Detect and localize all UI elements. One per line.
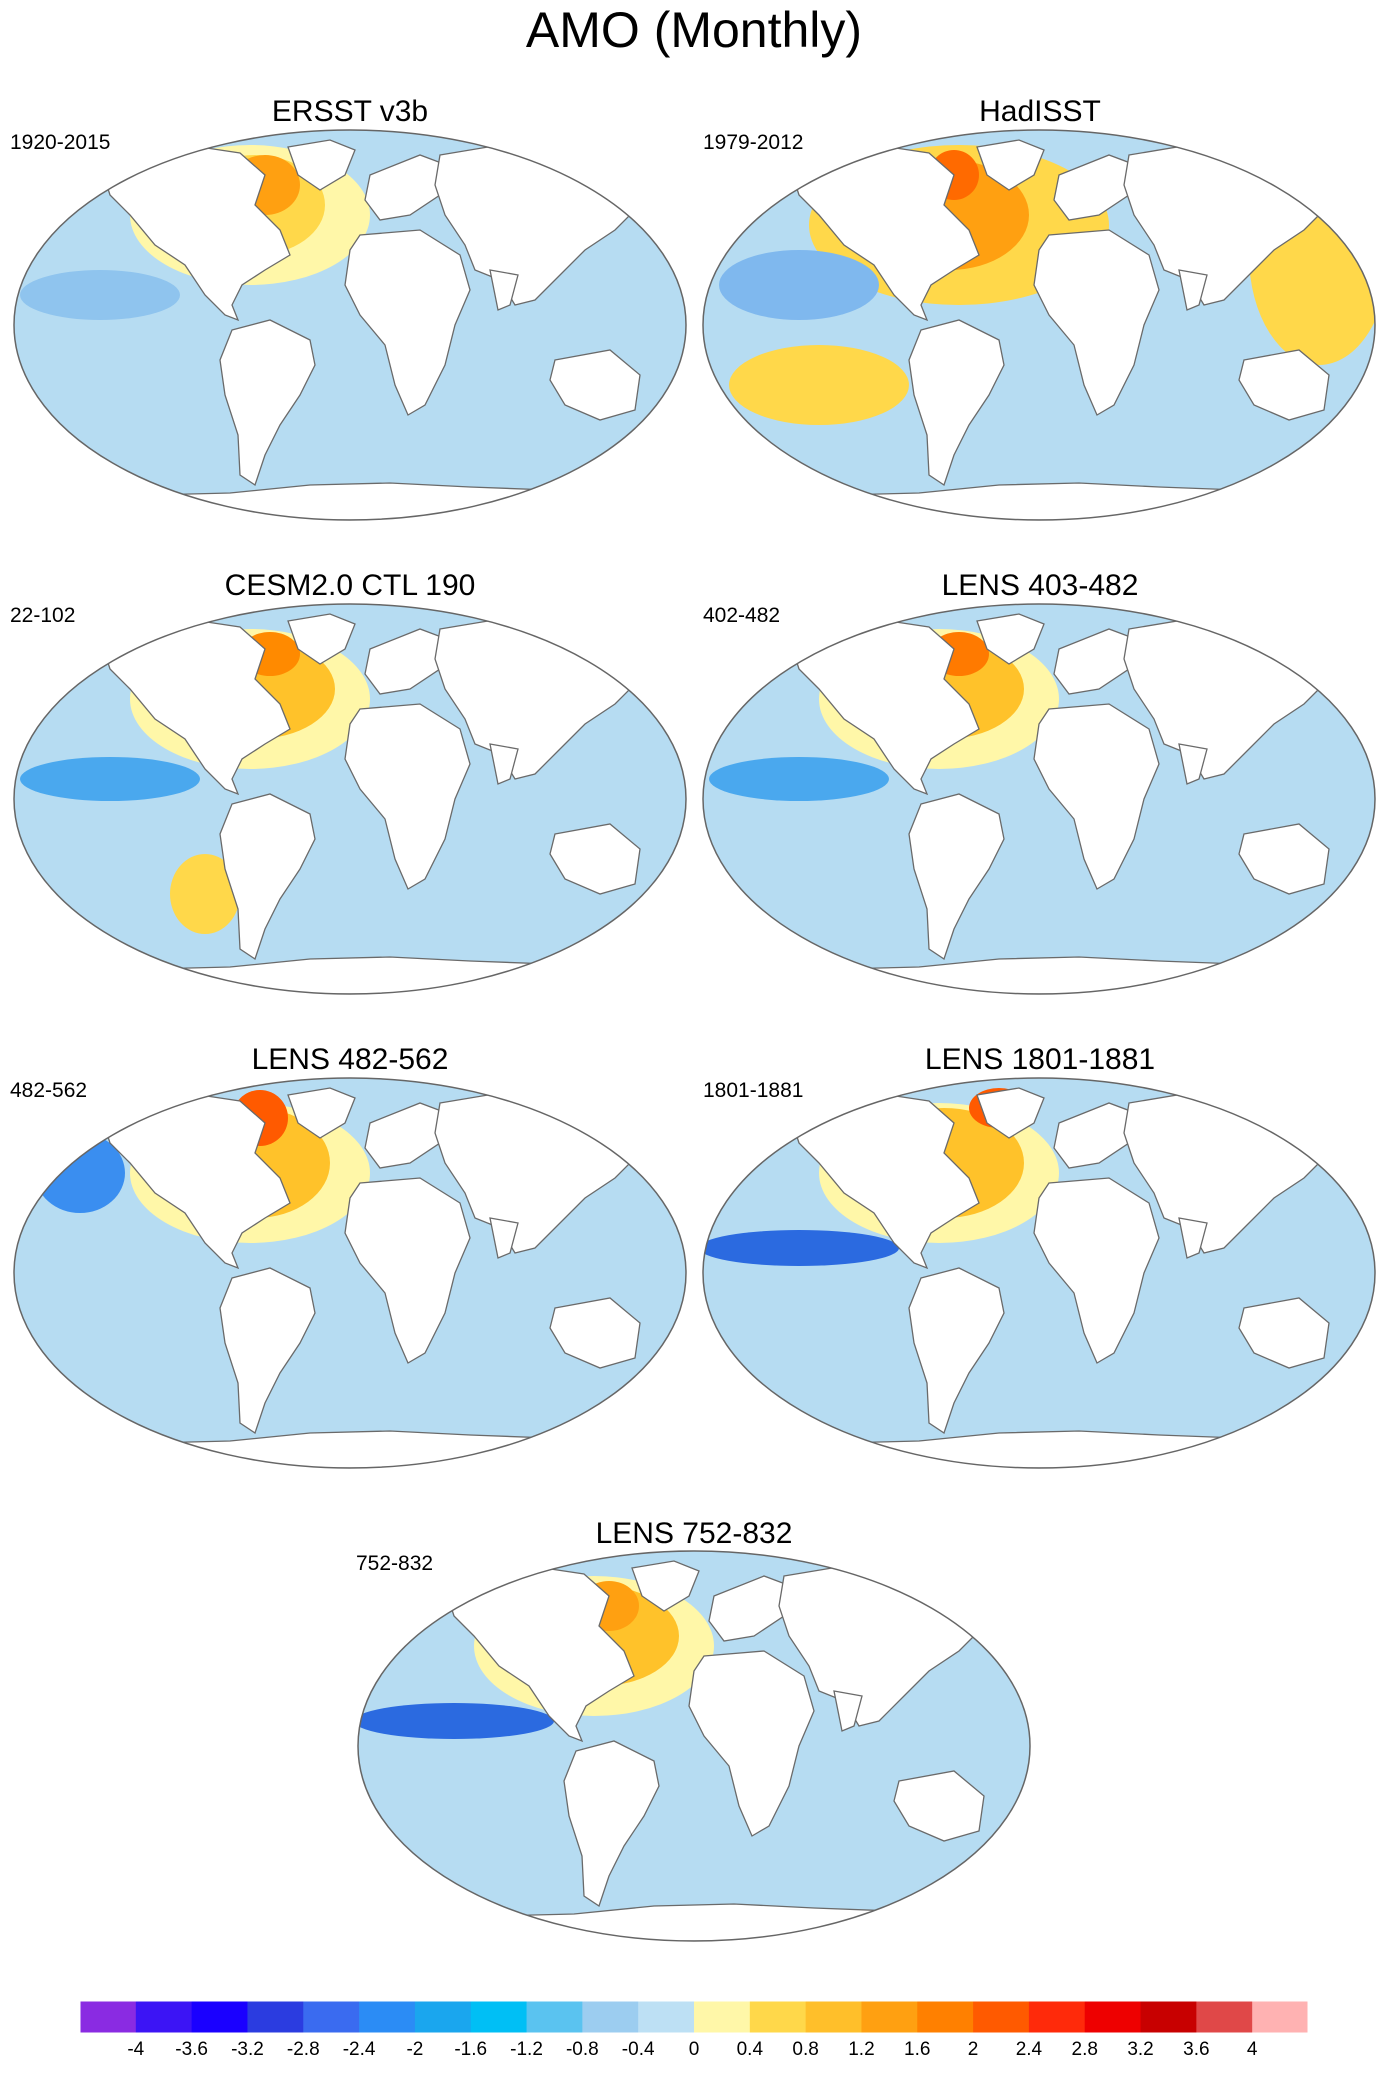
colorbar-box: [191, 2001, 248, 2033]
colorbar-tick-label: -1.6: [454, 2039, 488, 2060]
colorbar-frame: [79, 2000, 1309, 2034]
colorbar-box: [1084, 2001, 1142, 2033]
panel-period-lens752: 752-832: [356, 1552, 434, 1575]
colorbar-boxes: [79, 2000, 1309, 2034]
panel-period-lens482: 482-562: [10, 1079, 88, 1102]
colorbar-box: [247, 2001, 304, 2033]
colorbar-tick-label: -4: [127, 2039, 145, 2060]
panel-title-lens403: LENS 403-482: [941, 569, 1139, 602]
colorbar-tick-label: -0.8: [565, 2039, 599, 2060]
map-outline: [13, 603, 687, 995]
map-outline: [702, 129, 1376, 521]
anomaly-region: [170, 854, 240, 934]
colorbar-tick-label: 0.8: [792, 2039, 819, 2060]
colorbar-tick-label: -2: [406, 2039, 424, 2060]
panel-title-lens1801: LENS 1801-1881: [924, 1043, 1156, 1076]
map-panel-cesm2: [13, 603, 687, 995]
map-outline: [13, 129, 687, 521]
colorbar-box: [1252, 2001, 1309, 2033]
colorbar-box: [917, 2001, 974, 2033]
colorbar-tick-label: -3.2: [231, 2039, 264, 2060]
colorbar-box: [1196, 2001, 1253, 2033]
panel-period-lens1801: 1801-1881: [703, 1079, 804, 1102]
colorbar-tick-label: 2.4: [1015, 2039, 1043, 2060]
anomaly-region: [358, 1703, 554, 1739]
panel-period-lens403: 402-482: [703, 604, 781, 627]
colorbar-tick-label: 3.6: [1183, 2039, 1210, 2060]
colorbar-tick-label: 1.6: [904, 2039, 931, 2060]
figure-title: AMO (Monthly): [525, 2, 863, 58]
map-outline: [13, 1077, 687, 1469]
maps-root: [13, 129, 1376, 1942]
colorbar-tick-label: 0: [688, 2039, 700, 2060]
colorbar-box: [526, 2001, 583, 2033]
anomaly-region: [20, 270, 180, 320]
panel-title-lens482: LENS 482-562: [251, 1043, 449, 1076]
colorbar-tick-label: -2.8: [286, 2039, 320, 2060]
colorbar-box: [414, 2001, 472, 2033]
anomaly-region: [729, 345, 909, 425]
colorbar-box: [470, 2001, 528, 2033]
anomaly-region: [20, 757, 200, 801]
colorbar-box: [303, 2001, 360, 2033]
panel-title-ersst: ERSST v3b: [271, 95, 429, 128]
map-panel-lens403: [702, 603, 1376, 995]
map-outline: [702, 1077, 1376, 1469]
panel-period-cesm2: 22-102: [10, 604, 76, 627]
map-panel-hadisst: [702, 129, 1376, 521]
map-panel-lens482: [13, 1077, 687, 1469]
colorbar-box: [1140, 2001, 1197, 2033]
anomaly-region: [703, 1230, 899, 1266]
anomaly-region: [719, 250, 879, 320]
colorbar-box: [749, 2001, 807, 2033]
colorbar-box: [80, 2001, 137, 2033]
colorbar-box: [582, 2001, 639, 2033]
panel-title-hadisst: HadISST: [979, 95, 1101, 128]
map-panel-lens1801: [702, 1077, 1376, 1469]
colorbar-box: [1028, 2001, 1086, 2033]
colorbar-tick-label: 4: [1246, 2039, 1258, 2060]
colorbar-tick-label: -2.4: [342, 2039, 376, 2060]
colorbar-box: [694, 2001, 751, 2033]
colorbar-tick-label: 2: [967, 2039, 979, 2060]
panel-period-hadisst: 1979-2012: [703, 131, 804, 154]
colorbar-box: [805, 2001, 862, 2033]
panel-title-cesm2: CESM2.0 CTL 190: [224, 569, 476, 602]
colorbar-box: [973, 2001, 1030, 2033]
map-outline: [357, 1550, 1031, 1942]
panel-title-lens752: LENS 752-832: [595, 1517, 793, 1550]
colorbar-box: [638, 2001, 695, 2033]
colorbar-tick-label: -0.4: [621, 2039, 655, 2060]
colorbar-box: [861, 2001, 918, 2033]
colorbar-tick-label: -3.6: [175, 2039, 208, 2060]
map-panel-ersst: [13, 129, 687, 521]
colorbar-tick-label: 2.8: [1071, 2039, 1098, 2060]
map-panel-lens752: [357, 1550, 1031, 1942]
colorbar-tick-label: 3.2: [1127, 2039, 1154, 2060]
colorbar-box: [359, 2001, 416, 2033]
colorbar-box: [135, 2001, 193, 2033]
anomaly-region: [709, 757, 889, 801]
colorbar-tick-label: 1.2: [848, 2039, 875, 2060]
map-outline: [702, 603, 1376, 995]
colorbar-tick-label: -1.2: [510, 2039, 543, 2060]
colorbar-tick-label: 0.4: [736, 2039, 764, 2060]
panel-period-ersst: 1920-2015: [10, 131, 111, 154]
